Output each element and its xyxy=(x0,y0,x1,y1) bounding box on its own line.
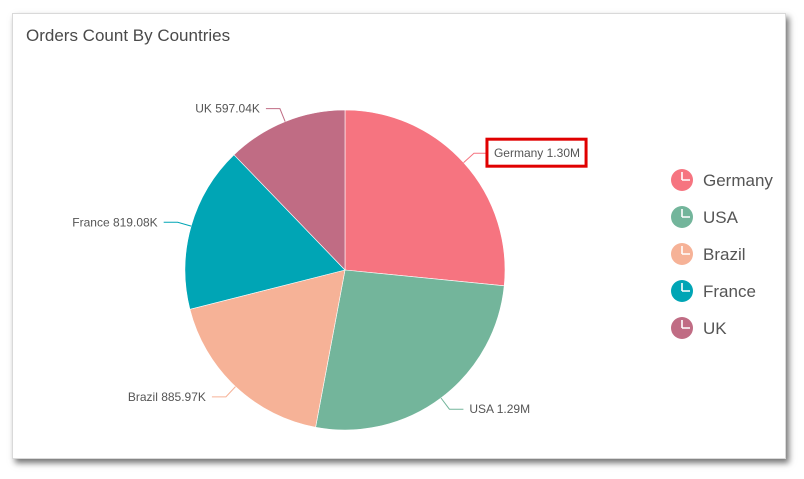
pie-legend-icon xyxy=(671,280,693,302)
connector-usa xyxy=(440,397,464,410)
connector-brazil xyxy=(211,386,236,398)
data-label-brazil: Brazil 885.97K xyxy=(128,390,206,404)
connector-germany xyxy=(463,152,488,163)
pie-slice-uk[interactable] xyxy=(233,109,346,271)
legend-label: Brazil xyxy=(703,245,746,264)
pie-legend-icon xyxy=(671,317,693,339)
chart-title: Orders Count By Countries xyxy=(26,26,231,45)
data-label-france: France 819.08K xyxy=(72,215,157,229)
legend-item-usa[interactable]: USA xyxy=(671,206,739,228)
pie-legend-icon xyxy=(671,169,693,191)
legend-item-brazil[interactable]: Brazil xyxy=(671,243,746,265)
legend-label: UK xyxy=(703,319,727,338)
highlight-box xyxy=(485,137,588,168)
pie-legend-icon xyxy=(671,206,693,228)
data-label-usa: USA 1.29M xyxy=(469,402,530,416)
connector-france xyxy=(163,221,192,227)
pie-slice-germany[interactable] xyxy=(344,109,506,287)
legend-label: Germany xyxy=(703,171,773,190)
data-label-uk: UK 597.04K xyxy=(195,102,260,116)
legend-label: France xyxy=(703,282,756,301)
connector-uk xyxy=(265,108,286,122)
pie-legend-icon xyxy=(671,243,693,265)
legend-item-uk[interactable]: UK xyxy=(671,317,727,339)
legend-item-germany[interactable]: Germany xyxy=(671,169,773,191)
legend-item-france[interactable]: France xyxy=(671,280,756,302)
data-label-germany: Germany 1.30M xyxy=(494,146,580,160)
legend-label: USA xyxy=(703,208,739,227)
